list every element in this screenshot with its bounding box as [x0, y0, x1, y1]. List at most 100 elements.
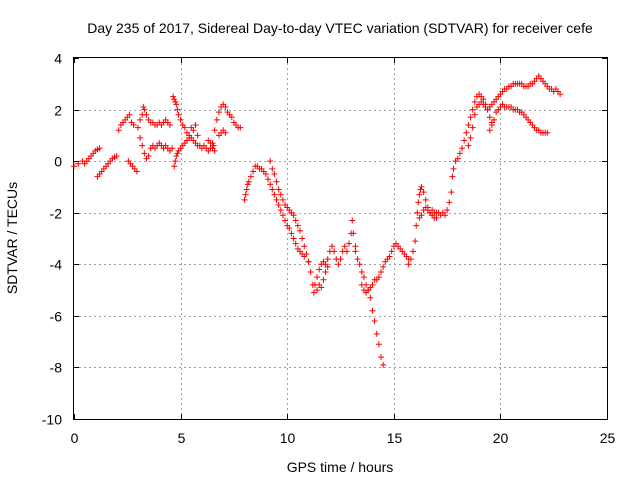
- data-point: [301, 253, 308, 260]
- data-point: [126, 111, 133, 118]
- y-tick-label: -2: [50, 206, 63, 222]
- data-point: [282, 217, 289, 224]
- data-point: [262, 171, 269, 178]
- x-axis-label: GPS time / hours: [287, 459, 394, 475]
- chart-title: Day 235 of 2017, Sidereal Day-to-day VTE…: [87, 20, 593, 36]
- data-point: [375, 274, 382, 281]
- data-point: [210, 142, 217, 149]
- data-point: [467, 114, 474, 121]
- data-point: [211, 147, 218, 154]
- data-point: [275, 201, 282, 208]
- data-point: [271, 171, 278, 178]
- data-point: [75, 160, 82, 167]
- data-point: [415, 199, 422, 206]
- data-point: [544, 129, 551, 136]
- data-point: [215, 109, 222, 116]
- data-point: [265, 176, 272, 183]
- data-point: [352, 243, 359, 250]
- data-point: [471, 98, 478, 105]
- data-point: [241, 196, 248, 203]
- data-point: [71, 163, 77, 170]
- y-tick-label: 0: [54, 154, 62, 170]
- data-point: [294, 222, 301, 229]
- y-tick-label: -4: [50, 257, 63, 273]
- data-point: [441, 212, 448, 219]
- x-tick-label: 10: [280, 430, 296, 446]
- data-point: [277, 207, 284, 214]
- data-point: [471, 111, 478, 118]
- data-point: [171, 163, 178, 170]
- data-point: [369, 281, 376, 288]
- data-point: [465, 122, 472, 129]
- data-point: [346, 240, 353, 247]
- data-point: [352, 248, 359, 255]
- data-point: [173, 101, 180, 108]
- data-point: [267, 158, 274, 165]
- data-point: [286, 225, 293, 232]
- data-point: [337, 256, 344, 263]
- x-tick-label: 25: [600, 430, 616, 446]
- data-point: [194, 132, 201, 139]
- data-point: [290, 235, 297, 242]
- data-point: [469, 106, 476, 113]
- data-point: [388, 248, 395, 255]
- data-point: [414, 209, 421, 216]
- y-tick-label: 2: [54, 103, 62, 119]
- data-point: [380, 361, 387, 368]
- data-point: [143, 111, 150, 118]
- data-point: [145, 152, 152, 159]
- data-point: [463, 129, 470, 136]
- data-point: [174, 150, 181, 157]
- data-point: [360, 274, 367, 281]
- data-point: [271, 191, 278, 198]
- data-point: [320, 276, 327, 283]
- data-point: [557, 91, 564, 98]
- y-tick-label: 4: [54, 51, 62, 67]
- data-point: [469, 124, 476, 131]
- data-point: [418, 183, 425, 190]
- grid: [74, 58, 607, 419]
- data-point: [412, 238, 419, 245]
- data-point: [380, 263, 387, 270]
- data-point: [292, 217, 299, 224]
- data-point: [279, 196, 286, 203]
- data-point: [356, 261, 363, 268]
- data-point: [409, 248, 416, 255]
- data-point: [137, 134, 144, 141]
- data-point: [228, 114, 235, 121]
- data-point: [335, 261, 342, 268]
- data-point: [314, 274, 321, 281]
- data-point: [316, 266, 323, 273]
- data-point: [115, 127, 122, 134]
- data-series: [71, 73, 564, 368]
- data-point: [269, 186, 276, 193]
- data-point: [166, 122, 173, 129]
- data-point: [305, 258, 312, 265]
- data-point: [459, 145, 466, 152]
- data-point: [134, 124, 141, 131]
- data-point: [422, 196, 429, 203]
- data-point: [275, 186, 282, 193]
- data-point: [378, 354, 385, 361]
- data-point: [433, 214, 440, 221]
- data-point: [331, 248, 338, 255]
- data-point: [130, 122, 137, 129]
- data-point: [242, 191, 249, 198]
- data-point: [343, 248, 350, 255]
- data-point: [386, 253, 393, 260]
- data-point: [486, 127, 493, 134]
- data-point: [181, 124, 188, 131]
- data-point: [418, 212, 425, 219]
- data-point: [173, 152, 180, 159]
- data-point: [417, 186, 424, 193]
- data-point: [244, 181, 251, 188]
- data-point: [454, 155, 461, 162]
- data-point: [170, 93, 177, 100]
- data-point: [174, 106, 181, 113]
- data-point: [175, 111, 182, 118]
- data-point: [467, 134, 474, 141]
- data-point: [237, 124, 244, 131]
- data-point: [245, 178, 252, 185]
- data-point: [349, 217, 356, 224]
